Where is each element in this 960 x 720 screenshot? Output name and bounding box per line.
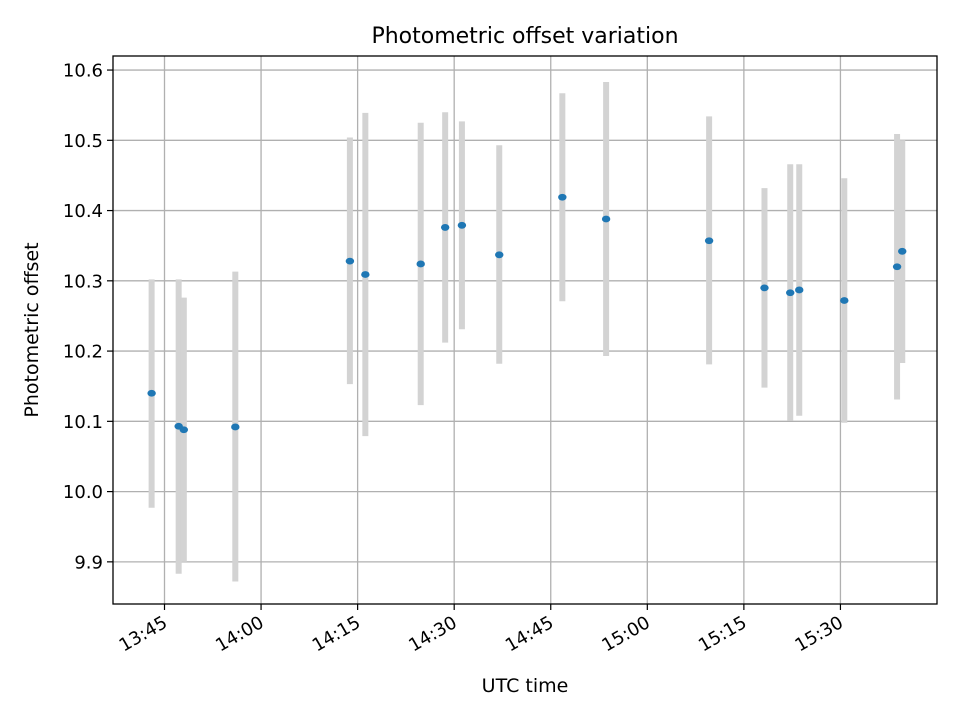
data-point [345, 257, 355, 265]
data-point [892, 263, 902, 271]
y-tick-label: 9.9 [74, 552, 103, 573]
data-point [457, 221, 467, 229]
data-point [147, 389, 156, 397]
y-tick-label: 10.2 [63, 342, 103, 363]
data-point [231, 423, 240, 431]
data-point [786, 289, 795, 297]
data-point [495, 251, 504, 259]
y-tick-label: 10.0 [63, 482, 103, 503]
data-point [440, 224, 450, 231]
data-point [840, 297, 849, 304]
data-point [704, 237, 714, 245]
data-point [601, 215, 611, 223]
y-tick-label: 10.4 [63, 201, 103, 222]
y-tick-label: 10.3 [63, 271, 103, 292]
y-tick-label: 10.1 [63, 412, 103, 433]
x-axis-label: UTC time [482, 675, 569, 697]
y-tick-label: 10.6 [63, 61, 103, 82]
chart-title: Photometric offset variation [371, 24, 678, 49]
plot-frame [112, 55, 938, 605]
grid [113, 56, 937, 604]
data-point [795, 286, 804, 294]
data-point [179, 426, 189, 434]
y-axis-ticks: 9.9 10.0 10.1 10.2 10.3 10.4 10.5 10.6 [63, 61, 113, 573]
data-point [760, 284, 769, 292]
data-point [361, 271, 370, 278]
y-axis-label: Photometric offset [21, 242, 43, 417]
data-point [416, 260, 425, 268]
data-points [147, 193, 907, 434]
y-tick-label: 10.5 [63, 131, 103, 152]
data-point [558, 193, 567, 201]
data-point [898, 247, 907, 255]
